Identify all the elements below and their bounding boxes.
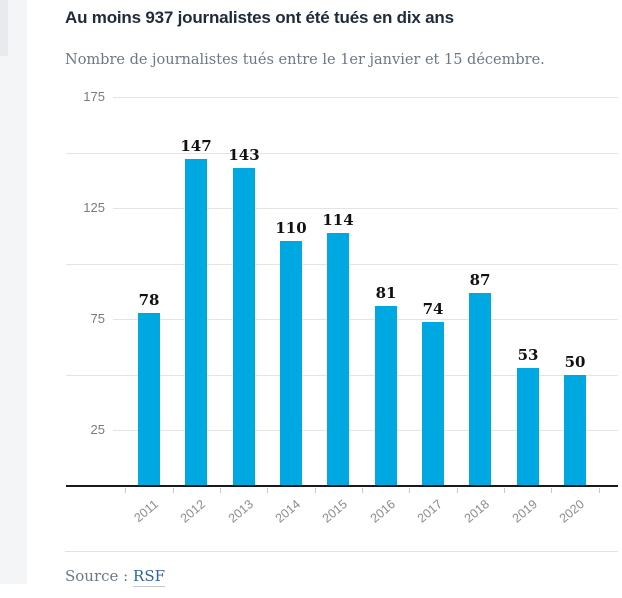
- bar-value-label-2016: 81: [375, 284, 397, 302]
- x-axis-tick: [315, 488, 316, 493]
- x-axis-tick: [362, 488, 363, 493]
- bar-chart-plot-area: 78 147 143 110 114 81 74 87 53 50: [66, 97, 618, 493]
- bar-2016[interactable]: [375, 306, 397, 486]
- x-axis-label-2018: 2018: [461, 497, 492, 526]
- x-axis-label-2019: 2019: [509, 497, 540, 526]
- source-label: Source :: [65, 567, 129, 585]
- bar-value-label-2018: 87: [469, 271, 491, 289]
- bar-2017[interactable]: [422, 322, 444, 486]
- x-axis-label-2015: 2015: [319, 497, 350, 526]
- bar-2011[interactable]: [138, 313, 160, 486]
- gridline-150: [66, 153, 618, 154]
- y-axis-tick-label-175: 175: [83, 89, 105, 104]
- bar-2020[interactable]: [564, 375, 586, 486]
- x-axis-line: [66, 485, 618, 487]
- x-axis-label-2011: 2011: [131, 497, 161, 526]
- x-axis-tick: [125, 488, 126, 493]
- chart-subtitle: Nombre de journalistes tués entre le 1er…: [65, 52, 545, 68]
- chart-title: Au moins 937 journalistes ont été tués e…: [65, 8, 454, 27]
- bar-value-label-2017: 74: [422, 300, 444, 318]
- bar-value-label-2013: 143: [228, 146, 260, 164]
- gridline-175: [113, 97, 618, 98]
- source-link-rsf[interactable]: RSF: [133, 567, 166, 587]
- x-axis-tick: [504, 488, 505, 493]
- bar-value-label-2015: 114: [322, 211, 354, 229]
- x-axis-tick: [599, 488, 600, 493]
- x-axis-tick: [457, 488, 458, 493]
- x-axis-tick: [409, 488, 410, 493]
- gridline-125: [113, 208, 618, 209]
- footer-divider: [65, 551, 618, 552]
- bar-2012[interactable]: [185, 159, 207, 486]
- gridline-75: [113, 319, 618, 320]
- x-axis-tick: [220, 488, 221, 493]
- bar-value-label-2020: 50: [564, 353, 586, 371]
- bar-2015[interactable]: [327, 233, 349, 486]
- y-axis-tick-label-125: 125: [83, 200, 105, 215]
- bar-value-label-2019: 53: [517, 346, 539, 364]
- scrollbar-thumb[interactable]: [0, 0, 8, 56]
- bar-2014[interactable]: [280, 241, 302, 486]
- y-axis-tick-label-75: 75: [90, 311, 105, 326]
- y-axis-tick-label-25: 25: [90, 422, 105, 437]
- x-axis-label-2012: 2012: [177, 497, 208, 526]
- bar-2018[interactable]: [469, 293, 491, 486]
- x-axis-tick: [173, 488, 174, 493]
- gridline-25: [113, 430, 618, 431]
- source-line: Source : RSF: [65, 567, 166, 587]
- bar-value-label-2012: 147: [180, 137, 212, 155]
- x-axis-tick: [267, 488, 268, 493]
- x-axis-label-2017: 2017: [414, 497, 445, 526]
- x-axis-label-2014: 2014: [272, 497, 303, 526]
- bar-2013[interactable]: [233, 168, 255, 486]
- x-axis-label-2016: 2016: [367, 497, 398, 526]
- bar-value-label-2014: 110: [275, 219, 307, 237]
- bar-value-label-2011: 78: [138, 291, 160, 309]
- x-axis-label-2020: 2020: [556, 497, 587, 526]
- x-axis-tick: [551, 488, 552, 493]
- x-axis-label-2013: 2013: [225, 497, 256, 526]
- page-left-gutter: [0, 0, 27, 584]
- bar-2019[interactable]: [517, 368, 539, 486]
